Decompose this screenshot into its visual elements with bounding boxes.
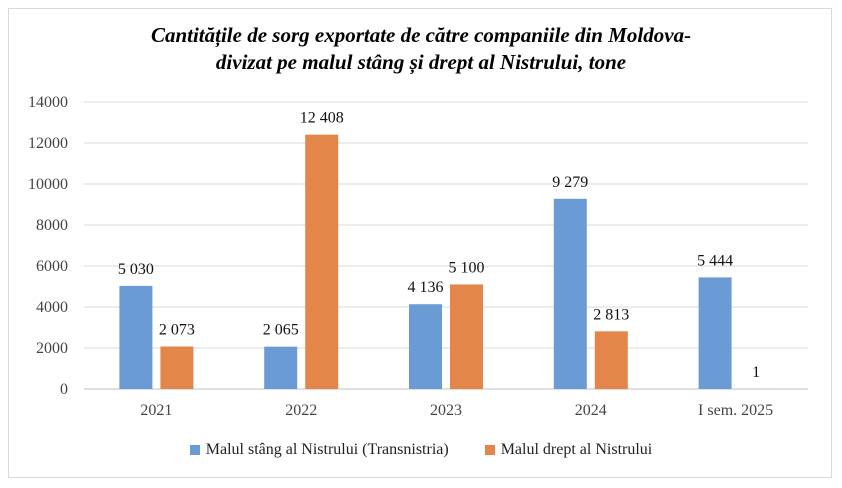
chart-title-line-2: divizat pe malul stâng și drept al Nistr…: [215, 50, 627, 74]
bar-left-bank-4: [698, 277, 732, 389]
chart-title: Cantitățile de sorg exportate de către c…: [0, 22, 842, 76]
legend-item-left-bank: Malul stâng al Nistrului (Transnistria): [189, 441, 449, 459]
bar-left-bank-1: [264, 346, 298, 389]
bar-right-bank-0: [160, 346, 194, 389]
bar-left-bank-2: [409, 304, 442, 389]
bar-left-bank-3: [553, 198, 587, 389]
y-tick-label-14000: 14000: [28, 94, 68, 111]
data-label-left-bank-4: 5 444: [697, 252, 733, 269]
bar-right-bank-3: [594, 331, 628, 389]
y-tick-label-2000: 2000: [36, 340, 68, 357]
bar-right-bank-2: [450, 284, 483, 389]
chart-title-line-1: Cantitățile de sorg exportate de către c…: [150, 23, 692, 47]
y-tick-label-6000: 6000: [36, 258, 68, 275]
y-tick-label-4000: 4000: [36, 299, 68, 316]
bar-right-bank-1: [305, 134, 339, 389]
legend-swatch-right-bank: [484, 445, 495, 455]
y-tick-label-0: 0: [60, 381, 68, 398]
legend-swatch-left-bank: [189, 445, 200, 455]
legend-item-right-bank: Malul drept al Nistrului: [484, 441, 653, 459]
y-tick-label-8000: 8000: [36, 217, 68, 234]
data-label-left-bank-0: 5 030: [118, 261, 154, 278]
data-label-left-bank-2: 4 136: [408, 279, 444, 296]
data-label-right-bank-3: 2 813: [593, 306, 629, 323]
bar-left-bank-0: [119, 285, 153, 389]
y-tick-label-12000: 12000: [28, 135, 68, 152]
data-label-left-bank-3: 9 279: [552, 174, 588, 191]
x-tick-label-2: 2023: [430, 402, 462, 419]
data-label-left-bank-1: 2 065: [263, 322, 299, 339]
x-tick-label-4: I sem. 2025: [698, 402, 773, 419]
legend: Malul stâng al Nistrului (Transnistria) …: [0, 441, 842, 459]
data-label-right-bank-2: 5 100: [449, 259, 485, 276]
x-tick-label-3: 2024: [575, 402, 607, 419]
legend-label-right-bank: Malul drept al Nistrului: [500, 441, 653, 458]
data-label-right-bank-1: 12 408: [300, 110, 344, 127]
y-tick-label-10000: 10000: [28, 176, 68, 193]
data-label-right-bank-0: 2 073: [159, 322, 195, 339]
x-tick-label-1: 2022: [285, 402, 317, 419]
x-tick-label-0: 2021: [140, 402, 172, 419]
chart-frame: [8, 8, 832, 478]
legend-label-left-bank: Malul stâng al Nistrului (Transnistria): [205, 441, 449, 458]
data-label-right-bank-4: 1: [752, 364, 760, 381]
